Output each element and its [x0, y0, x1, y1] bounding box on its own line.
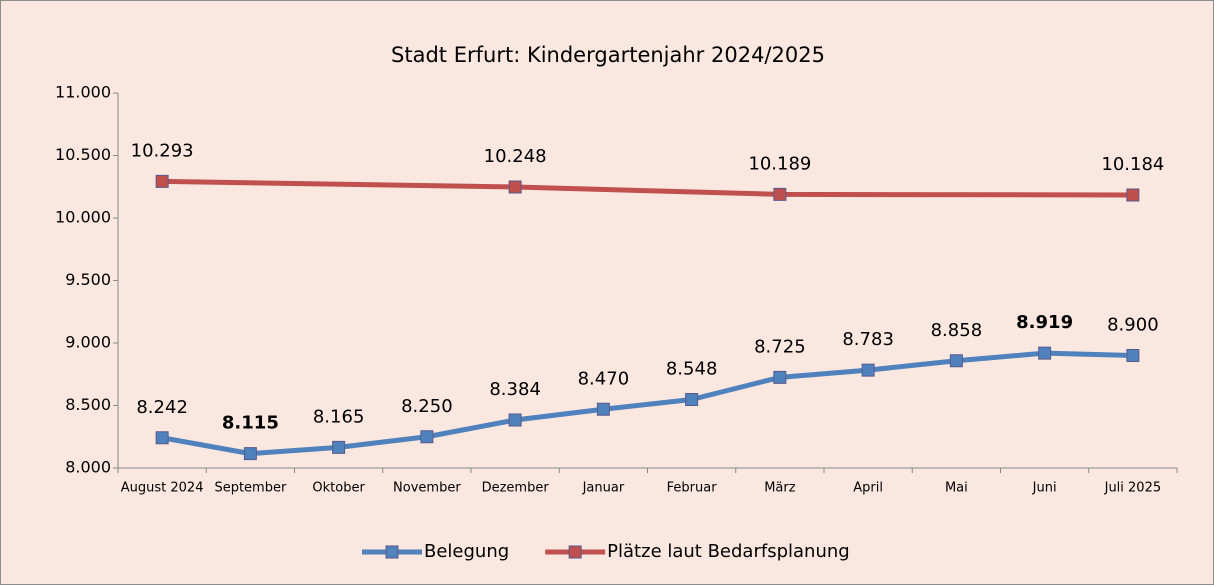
chart-title: Stadt Erfurt: Kindergartenjahr 2024/2025 [391, 43, 825, 67]
legend-marker [385, 545, 399, 559]
data-label: 8.242 [136, 397, 188, 418]
data-label: 8.384 [489, 379, 541, 400]
x-tick-label: September [214, 481, 287, 496]
marker [773, 370, 787, 384]
x-tick-label: März [764, 481, 796, 496]
marker [596, 402, 610, 416]
x-tick-label: Juni [1032, 481, 1057, 496]
marker [685, 393, 699, 406]
data-label: 8.250 [401, 396, 453, 417]
x-tick-label: Januar [582, 481, 625, 496]
data-label: 8.919 [1016, 312, 1073, 333]
marker [1126, 188, 1140, 202]
series-line [161, 350, 1133, 457]
legend-marker [568, 545, 582, 559]
legend-label: Plätze laut Bedarfsplanung [607, 541, 850, 562]
data-label: 10.184 [1101, 154, 1164, 175]
marker [420, 430, 434, 444]
data-label: 8.725 [754, 336, 806, 357]
data-label: 8.470 [578, 368, 630, 389]
marker [1038, 346, 1052, 360]
data-label: 8.783 [842, 329, 894, 350]
data-label: 8.165 [313, 406, 365, 427]
marker [861, 363, 875, 377]
data-label: 10.293 [131, 140, 194, 161]
marker [773, 187, 787, 201]
data-label: 10.248 [484, 146, 547, 167]
series-line [162, 178, 1133, 198]
data-label: 8.900 [1107, 315, 1159, 336]
x-tick-label: Oktober [312, 481, 365, 496]
y-tick-label: 9.000 [65, 333, 111, 352]
marker [508, 413, 522, 427]
marker [243, 447, 257, 461]
marker [949, 354, 963, 368]
y-tick-label: 10.500 [55, 145, 111, 164]
y-tick-label: 8.000 [65, 458, 111, 477]
marker [155, 174, 169, 188]
y-tick-label: 8.500 [65, 395, 111, 414]
x-tick-label: Februar [667, 481, 718, 496]
marker [332, 440, 346, 454]
marker [155, 431, 169, 445]
x-tick-label: Dezember [482, 481, 550, 496]
marker [508, 180, 522, 194]
data-label: 8.548 [666, 359, 718, 380]
x-tick-label: November [393, 481, 461, 496]
x-tick-label: Juli 2025 [1104, 481, 1162, 496]
data-label: 10.189 [748, 153, 811, 174]
legend-label: Belegung [424, 541, 509, 562]
data-label: 8.115 [222, 413, 279, 434]
x-tick-label: Mai [945, 481, 968, 496]
marker [1126, 349, 1140, 362]
x-tick-label: April [853, 481, 883, 496]
y-tick-label: 11.000 [55, 83, 111, 102]
x-tick-label: August 2024 [121, 481, 204, 496]
y-tick-label: 10.000 [55, 208, 111, 227]
data-label: 8.858 [931, 320, 983, 341]
y-tick-label: 9.500 [65, 270, 111, 289]
